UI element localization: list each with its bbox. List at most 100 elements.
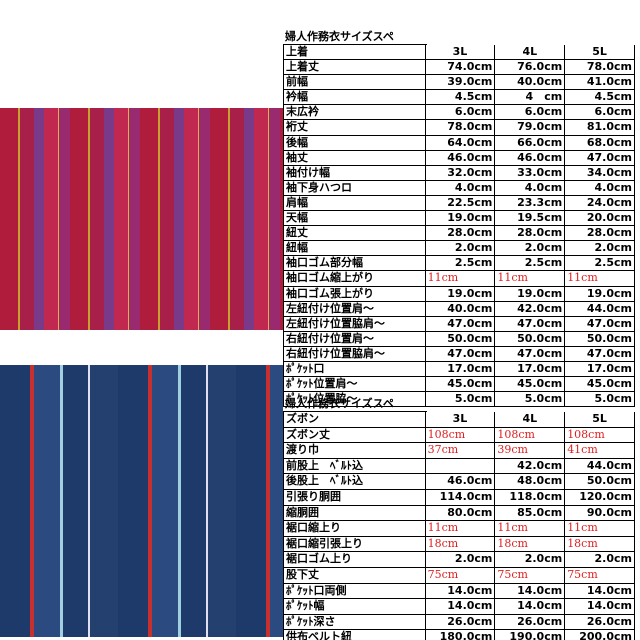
table-row: 裾口縮引張上り 18cm 18cm 18cm (283, 536, 635, 553)
row-label: 天幅 (284, 211, 426, 226)
table-row: 股下丈 75cm 75cm 75cm (283, 567, 635, 584)
size-value: 5.0cm (565, 392, 635, 407)
size-value: 19.0cm (426, 211, 496, 226)
header-cell: 4L (495, 45, 566, 60)
size-value: 17.0cm (565, 361, 635, 377)
row-label: 前幅 (284, 75, 426, 90)
size-value: 2.0cm (565, 241, 635, 256)
size-value: 14.0cm (565, 599, 635, 614)
size-value: 118.0cm (495, 489, 566, 505)
size-value: 108cm (426, 427, 496, 443)
row-label: ﾎﾟｹｯﾄ口両側 (284, 583, 426, 599)
size-value: 85.0cm (495, 505, 566, 521)
size-value: 47.0cm (565, 150, 635, 165)
row-label: ﾎﾟｹｯﾄ深さ (284, 614, 426, 630)
size-value: 2.0cm (495, 552, 566, 567)
row-label: 左紐付け位置肩〜 (284, 301, 426, 316)
header-cell: 4L (495, 412, 566, 427)
header-cell: ズボン (284, 412, 426, 427)
size-value: 22.5cm (426, 195, 496, 211)
row-label: 衿幅 (284, 90, 426, 105)
size-value: 11cm (426, 521, 496, 536)
size-value: 75cm (565, 567, 635, 583)
size-value: 39.0cm (426, 75, 496, 90)
size-value: 75cm (495, 567, 566, 583)
size-value: 78.0cm (565, 60, 635, 75)
row-label: 袖口ゴム縮上がり (284, 271, 426, 286)
table-row: ﾎﾟｹｯﾄ深さ 26.0cm 26.0cm 26.0cm (283, 614, 635, 631)
size-value: 180.0cm (426, 630, 496, 640)
table-row: 前股上 ﾍﾞﾙﾄ込 42.0cm 44.0cm (283, 458, 635, 475)
table-row: 袖丈 46.0cm 46.0cm 47.0cm (283, 150, 635, 166)
size-value: 41.0cm (565, 75, 635, 90)
row-label: 袖下身ハつロ (284, 180, 426, 195)
size-value: 50.0cm (426, 331, 496, 346)
header-row: 上着 3L 4L 5L (283, 45, 635, 61)
size-value: 45.0cm (495, 377, 566, 392)
size-value: 5.0cm (495, 392, 566, 407)
row-label: 縮胴囲 (284, 505, 426, 521)
row-label: ﾎﾟｹｯﾄ口 (284, 361, 426, 377)
size-value: 108cm (565, 427, 635, 443)
table-row: 引張り胴囲 114.0cm 118.0cm 120.0cm (283, 489, 635, 506)
size-value: 19.0cm (426, 286, 496, 301)
size-value: 200.0cm (565, 630, 635, 640)
size-value: 68.0cm (565, 135, 635, 150)
size-value: 45.0cm (426, 377, 496, 392)
size-value: 32.0cm (426, 165, 496, 180)
size-value: 50.0cm (565, 474, 635, 489)
table-row: ﾎﾟｹｯﾄ口 17.0cm 17.0cm 17.0cm (283, 361, 635, 378)
row-label: 袖丈 (284, 150, 426, 165)
size-value: 40.0cm (495, 75, 566, 90)
table-row: ﾎﾟｹｯﾄ位置肩〜 45.0cm 45.0cm 45.0cm (283, 377, 635, 393)
size-value: 4.0cm (565, 180, 635, 195)
size-value: 44.0cm (565, 458, 635, 474)
size-value: 47.0cm (495, 346, 566, 361)
size-value: 14.0cm (426, 583, 496, 599)
size-value: 4.5cm (426, 90, 496, 105)
header-cell: 5L (565, 45, 635, 60)
size-value: 47.0cm (495, 316, 566, 331)
size-value: 79.0cm (495, 120, 566, 135)
size-value: 42.0cm (495, 458, 566, 474)
row-label: 袖口ゴム張上がり (284, 286, 426, 301)
table-row: 袖口ゴム部分幅 2.5cm 2.5cm 2.5cm (283, 256, 635, 272)
size-value: 47.0cm (426, 316, 496, 331)
size-value: 14.0cm (495, 599, 566, 614)
row-label: 前股上 ﾍﾞﾙﾄ込 (284, 458, 426, 474)
header-cell: 上着 (284, 45, 426, 60)
size-value: 2.0cm (565, 552, 635, 567)
size-value: 114.0cm (426, 489, 496, 505)
row-label: 肩幅 (284, 195, 426, 211)
size-value: 14.0cm (426, 599, 496, 614)
size-value: 80.0cm (426, 505, 496, 521)
size-value: 4.0cm (426, 180, 496, 195)
size-value: 46.0cm (426, 474, 496, 489)
size-value: 11cm (565, 271, 635, 286)
table-row: 末広衿 6.0cm 6.0cm 6.0cm (283, 105, 635, 121)
size-value: 14.0cm (495, 583, 566, 599)
row-label: 引張り胴囲 (284, 489, 426, 505)
size-value (426, 458, 496, 474)
size-value: 78.0cm (426, 120, 496, 135)
size-value: 33.0cm (495, 165, 566, 180)
row-label: 上着丈 (284, 60, 426, 75)
size-value: 4.0cm (495, 180, 566, 195)
table-row: 後股上 ﾍﾞﾙﾄ込 46.0cm 48.0cm 50.0cm (283, 474, 635, 490)
row-label: 袖付け幅 (284, 165, 426, 180)
table-title: 婦人作務衣サイズスペ (283, 397, 427, 412)
row-label: 後幅 (284, 135, 426, 150)
size-value: 39cm (495, 443, 566, 458)
size-value: 108cm (495, 427, 566, 443)
size-value: 23.3cm (495, 195, 566, 211)
table-row: 右紐付け位置肩〜 50.0cm 50.0cm 50.0cm (283, 331, 635, 347)
table-row: 衿幅 4.5cm 4 cm 4.5cm (283, 90, 635, 106)
row-label: 右紐付け位置脇肩〜 (284, 346, 426, 361)
row-label: 裾口ゴム上り (284, 552, 426, 567)
table-title: 婦人作務衣サイズスペ (283, 30, 427, 45)
table-row: 袖下身ハつロ 4.0cm 4.0cm 4.0cm (283, 180, 635, 196)
size-value: 19.0cm (565, 286, 635, 301)
size-value: 50.0cm (495, 331, 566, 346)
size-value: 90.0cm (565, 505, 635, 521)
